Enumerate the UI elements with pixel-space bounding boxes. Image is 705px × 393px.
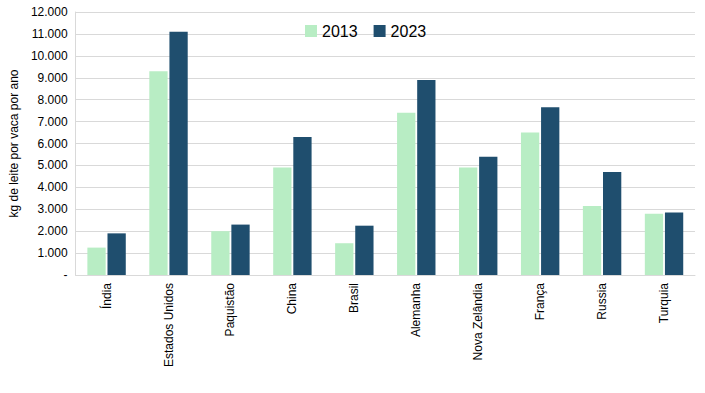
- svg-text:2.000: 2.000: [38, 224, 68, 238]
- svg-text:4.000: 4.000: [38, 180, 68, 194]
- svg-text:Russia: Russia: [595, 283, 609, 320]
- svg-text:1.000: 1.000: [38, 246, 68, 260]
- svg-text:-: -: [64, 268, 68, 282]
- svg-text:5.000: 5.000: [38, 158, 68, 172]
- svg-text:Brasil: Brasil: [347, 283, 361, 313]
- svg-text:Estados Unidos: Estados Unidos: [162, 283, 176, 367]
- svg-text:11.000: 11.000: [32, 27, 68, 41]
- svg-text:2013: 2013: [322, 23, 358, 40]
- svg-text:França: França: [533, 283, 547, 321]
- svg-text:Nova Zelândia: Nova Zelândia: [471, 283, 485, 361]
- svg-text:8.000: 8.000: [38, 93, 68, 107]
- svg-text:China: China: [285, 283, 299, 315]
- svg-text:Alemanha: Alemanha: [409, 283, 423, 337]
- svg-text:6.000: 6.000: [38, 137, 68, 151]
- svg-text:7.000: 7.000: [38, 115, 68, 129]
- svg-text:Turquia: Turquia: [657, 283, 671, 324]
- svg-text:10.000: 10.000: [31, 49, 68, 63]
- svg-text:Índia: Índia: [99, 283, 114, 309]
- svg-text:Paquistão: Paquistão: [223, 283, 237, 337]
- svg-text:12.000: 12.000: [31, 5, 68, 19]
- svg-text:3.000: 3.000: [38, 202, 68, 216]
- svg-text:kg de leite por vaca por ano: kg de leite por vaca por ano: [7, 69, 21, 217]
- svg-text:2023: 2023: [391, 23, 427, 40]
- svg-text:9.000: 9.000: [38, 71, 68, 85]
